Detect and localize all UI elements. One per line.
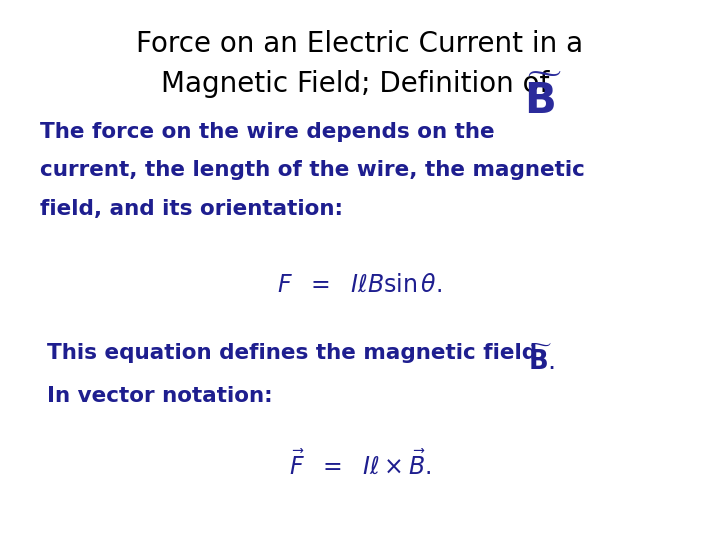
- Text: $\widetilde{\mathbf{B}}.$: $\widetilde{\mathbf{B}}.$: [528, 346, 555, 376]
- Text: The force on the wire depends on the: The force on the wire depends on the: [40, 122, 494, 141]
- Text: $\widetilde{\mathbf{B}}$: $\widetilde{\mathbf{B}}$: [524, 78, 562, 124]
- Text: Magnetic Field; Definition of: Magnetic Field; Definition of: [161, 70, 559, 98]
- Text: Force on an Electric Current in a: Force on an Electric Current in a: [136, 30, 584, 58]
- Text: $F \ \ = \ \ I\ell B \sin\theta.$: $F \ \ = \ \ I\ell B \sin\theta.$: [277, 273, 443, 296]
- Text: In vector notation:: In vector notation:: [47, 386, 272, 406]
- Text: current, the length of the wire, the magnetic: current, the length of the wire, the mag…: [40, 160, 585, 180]
- Text: This equation defines the magnetic field: This equation defines the magnetic field: [47, 343, 544, 363]
- Text: field, and its orientation:: field, and its orientation:: [40, 199, 343, 219]
- Text: $\vec{F} \ \ = \ \ I\ell \times \vec{B}.$: $\vec{F} \ \ = \ \ I\ell \times \vec{B}.…: [289, 451, 431, 480]
